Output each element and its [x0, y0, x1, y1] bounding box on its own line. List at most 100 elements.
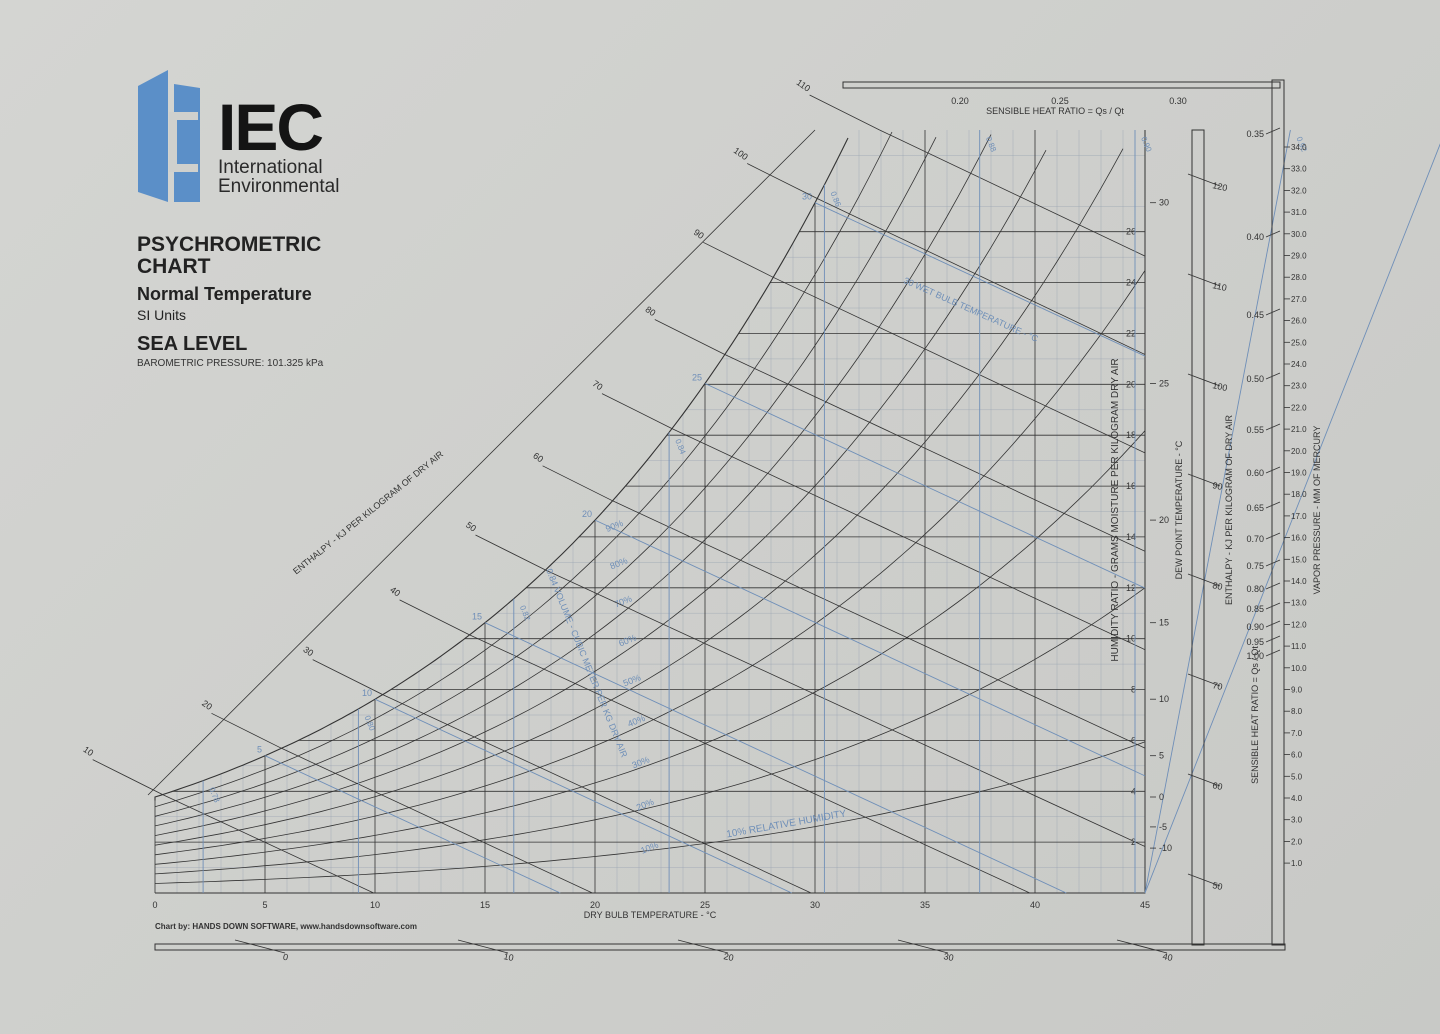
shr-tick-label: 0.35 [1246, 129, 1264, 139]
enthalpy-tick-label: 110 [795, 77, 812, 93]
dewpoint-tick-label: -5 [1159, 822, 1167, 832]
enthalpy-scale-tick [1187, 673, 1221, 687]
vp-axis-label: VAPOR PRESSURE - MM OF MERCURY [1312, 426, 1322, 595]
shr-tick-label: 0.85 [1246, 604, 1264, 614]
shr-tick [1265, 501, 1281, 509]
shr-tick-label: 0.80 [1246, 584, 1264, 594]
w-tick-label: 12 [1126, 583, 1136, 593]
w-tick-label: 14 [1126, 532, 1136, 542]
iec-logo [138, 70, 200, 202]
shr-top-tick-label: 0.30 [1169, 96, 1187, 106]
enthalpy-scale-tick [1187, 873, 1221, 887]
enthalpy-tick-label: 50 [464, 520, 478, 534]
x-tick-label: 25 [700, 900, 710, 910]
wetbulb-line [594, 519, 1146, 777]
shr-tick [1265, 127, 1281, 135]
enthalpy-scale-label: 110 [1212, 280, 1228, 293]
vp-tick-label: 3.0 [1291, 816, 1303, 825]
enthalpy-scale-label: 100 [1212, 380, 1229, 393]
dewpoint-tick-label: 30 [1159, 198, 1169, 208]
bottom-ruler-tick [234, 939, 286, 954]
enthalpy-tick-label: 90 [692, 227, 706, 241]
dewpoint-axis-label: DEW POINT TEMPERATURE - °C [1174, 440, 1184, 579]
shr-tick-label: 1.00 [1246, 651, 1264, 661]
w-tick-label: 20 [1126, 379, 1136, 389]
enthalpy-tick [654, 319, 725, 355]
bottom-ruler-label: 0 [282, 952, 289, 963]
brand-name: IEC [218, 90, 324, 164]
rh-label: 60% [617, 632, 637, 648]
shr-tick-label: 0.40 [1246, 232, 1264, 242]
enthalpy-scale-tick [1187, 173, 1221, 187]
vp-tick-label: 6.0 [1291, 751, 1303, 760]
enthalpy-tick [92, 759, 163, 795]
enthalpy-scale-label: 60 [1212, 780, 1224, 792]
vp-tick-label: 21.0 [1291, 425, 1307, 434]
vp-tick-label: 32.0 [1291, 186, 1307, 195]
w-tick-label: 22 [1126, 328, 1136, 338]
vp-tick-label: 1.0 [1291, 859, 1303, 868]
chart-title: PSYCHROMETRIC CHART [137, 233, 322, 278]
vp-tick-label: 24.0 [1291, 360, 1307, 369]
enthalpy-scale-label: 80 [1212, 580, 1224, 592]
vp-tick-label: 12.0 [1291, 620, 1307, 629]
wetbulb-line [704, 383, 1146, 589]
chart-subtitle: Normal Temperature [137, 284, 312, 304]
w-tick-label: 26 [1126, 227, 1136, 237]
x-tick-label: 5 [262, 900, 267, 910]
wetbulb-line [484, 622, 1067, 894]
volume-tick-label: 0.90 [1139, 135, 1153, 153]
w-tick-label: 2 [1131, 837, 1136, 847]
rh-curve [154, 148, 1124, 846]
enthalpy-tick-label: 60 [531, 450, 545, 464]
vp-tick-label: 22.0 [1291, 403, 1307, 412]
enthalpy-line [671, 428, 1146, 651]
brand-line1: International [218, 157, 323, 178]
rh-curve [154, 137, 937, 817]
volume-tick-label: 0.84 [673, 438, 687, 456]
enthalpy-scale-tick [1187, 373, 1221, 387]
wetbulb-tick-label: 20 [582, 509, 592, 519]
enthalpy-scale-axis-label: ENTHALPY - KJ PER KILOGRAM OF DRY AIR [1224, 414, 1234, 605]
shr-tick-label: 0.55 [1246, 425, 1264, 435]
vapor-pressure-bar [1271, 79, 1285, 946]
vp-tick-label: 13.0 [1291, 599, 1307, 608]
shr-tick-label: 0.60 [1246, 468, 1264, 478]
enthalpy-tick [312, 659, 383, 695]
w-tick-label: 16 [1126, 481, 1136, 491]
shr-top-tick-label: 0.25 [1051, 96, 1069, 106]
enthalpy-line [382, 694, 812, 894]
volume-axis-label: 0.84 VOLUME - CUBIC METER PER KG DRY AIR [544, 567, 629, 759]
y-axis-label: HUMIDITY RATIO - GRAMS MOISTURE PER KILO… [1110, 358, 1121, 661]
x-axis-label: DRY BULB TEMPERATURE - °C [584, 910, 717, 920]
vp-tick-label: 31.0 [1291, 208, 1307, 217]
x-tick-label: 35 [920, 900, 930, 910]
enthalpy-tick-label: 70 [591, 378, 605, 392]
shr-tick-label: 0.95 [1246, 637, 1264, 647]
shr-axis-label: SENSIBLE HEAT RATIO = Qs / Qt [1250, 646, 1260, 784]
wetbulb-tick-label: 25 [692, 372, 702, 382]
enthalpy-tick-label: 10 [81, 744, 95, 758]
enthalpy-tick [747, 163, 818, 199]
shr-tick [1265, 423, 1281, 431]
enthalpy-tick-label: 40 [388, 585, 402, 599]
enthalpy-scale-label: 120 [1212, 180, 1229, 193]
shr-tick [1265, 230, 1281, 238]
vp-tick-label: 23.0 [1291, 382, 1307, 391]
enthalpy-scale-tick [1187, 573, 1221, 587]
w-tick-label: 18 [1126, 430, 1136, 440]
dewpoint-tick-label: 20 [1159, 515, 1169, 525]
rh-label: 70% [613, 593, 633, 609]
bottom-ruler-tick [1116, 939, 1168, 954]
dewpoint-tick-label: 5 [1159, 751, 1164, 761]
enthalpy-tick [211, 712, 282, 749]
bottom-ruler [154, 943, 1286, 951]
bottom-ruler-tick [897, 939, 949, 954]
vp-tick-label: 4.0 [1291, 794, 1303, 803]
vp-tick-label: 34.0 [1291, 143, 1307, 152]
bottom-ruler-tick [457, 939, 509, 954]
shr-tick [1265, 635, 1281, 643]
enthalpy-axis-label: ENTHALPY - KJ PER KILOGRAM OF DRY AIR [291, 449, 445, 577]
x-tick-label: 30 [810, 900, 820, 910]
dewpoint-tick-label: 10 [1159, 694, 1169, 704]
